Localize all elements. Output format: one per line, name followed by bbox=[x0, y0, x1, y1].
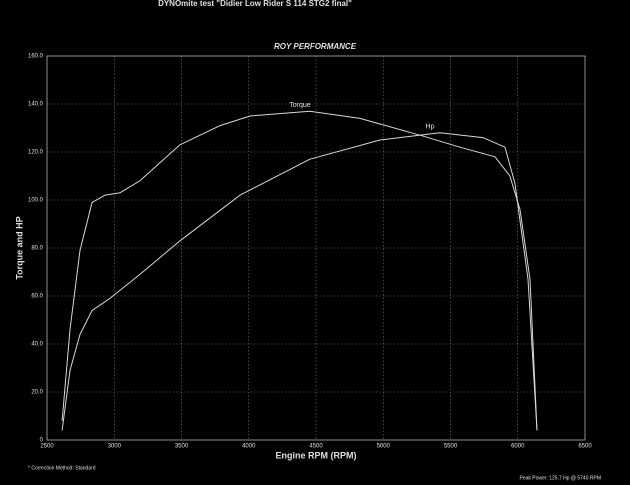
x-tick-label: 4000 bbox=[242, 444, 256, 450]
chart-title: DYNOmite test "Didier Low Rider S 114 ST… bbox=[158, 0, 352, 8]
x-tick-label: 3000 bbox=[108, 444, 122, 450]
y-tick-label: 20.0 bbox=[31, 390, 43, 396]
y-tick-label: 80.0 bbox=[31, 246, 43, 252]
footnote: Peak Power: 125.7 Hp @ 5740 RPM bbox=[519, 475, 601, 481]
x-tick-label: 2500 bbox=[40, 444, 54, 450]
y-tick-label: 120.0 bbox=[28, 150, 44, 156]
data-line bbox=[61, 132, 538, 431]
x-tick-label: 3500 bbox=[175, 444, 189, 450]
x-tick-label: 4500 bbox=[309, 444, 323, 450]
y-tick-label: 0 bbox=[40, 438, 44, 444]
chart-subtitle: ROY PERFORMANCE bbox=[274, 42, 357, 51]
x-tick-label: 6500 bbox=[578, 444, 592, 450]
data-line bbox=[61, 110, 538, 431]
footnote: * Correction Method: Standard bbox=[28, 465, 96, 471]
x-tick-label: 5500 bbox=[444, 444, 458, 450]
y-tick-label: 140.0 bbox=[28, 102, 44, 108]
x-axis-label: Engine RPM (RPM) bbox=[276, 450, 357, 460]
y-tick-label: 160.0 bbox=[28, 54, 44, 60]
y-tick-label: 60.0 bbox=[31, 294, 43, 300]
y-axis-label: Torque and HP bbox=[14, 216, 24, 279]
x-tick-label: 6000 bbox=[511, 444, 525, 450]
series-label: Hp bbox=[426, 124, 435, 131]
y-tick-label: 100.0 bbox=[28, 198, 44, 204]
x-tick-label: 5000 bbox=[377, 444, 391, 450]
plot-frame bbox=[46, 55, 586, 441]
series-label: Torque bbox=[289, 102, 311, 109]
y-tick-label: 40.0 bbox=[31, 342, 43, 348]
